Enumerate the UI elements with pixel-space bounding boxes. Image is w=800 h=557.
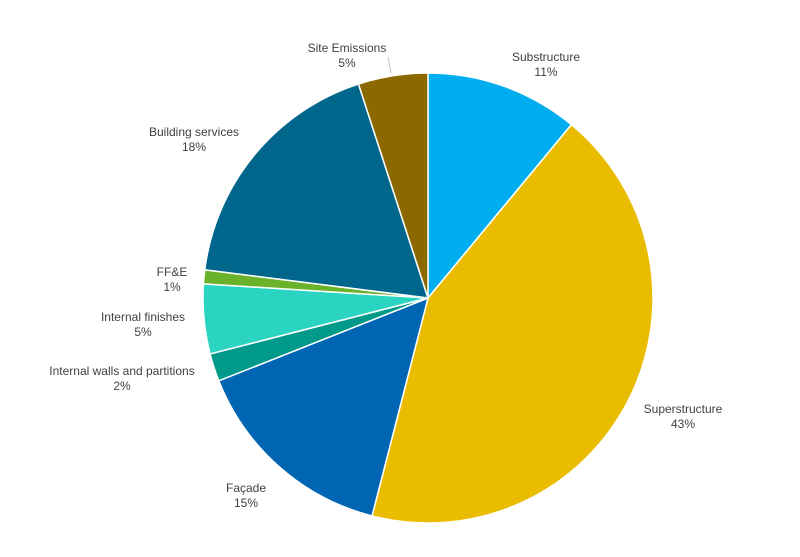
data-label-value-internal-finishes: 5% bbox=[134, 325, 152, 339]
data-label-name-site-emissions: Site Emissions bbox=[308, 41, 387, 55]
data-label-value-building-services: 18% bbox=[182, 140, 206, 154]
data-label-name-building-services: Building services bbox=[149, 125, 239, 139]
data-label-value-site-emissions: 5% bbox=[338, 56, 356, 70]
data-label-name-ff-e: FF&E bbox=[157, 265, 188, 279]
pie-slice-site-emissions bbox=[357, 72, 429, 299]
data-label-name-internal-finishes: Internal finishes bbox=[101, 310, 185, 324]
data-label-name-internal-walls-and-partitions: Internal walls and partitions bbox=[49, 364, 194, 378]
data-label-value-ff-e: 1% bbox=[163, 280, 181, 294]
pie-slice-fa-ade bbox=[217, 296, 430, 517]
data-label-name-substructure: Substructure bbox=[512, 50, 580, 64]
data-label-value-substructure: 11% bbox=[534, 65, 557, 79]
data-label-value-superstructure: 43% bbox=[671, 417, 695, 431]
pie-slice-building-services bbox=[203, 83, 430, 299]
data-label-value-internal-walls-and-partitions: 2% bbox=[113, 379, 131, 393]
pie-slice-superstructure bbox=[371, 123, 654, 524]
leader-line-site-emissions bbox=[387, 56, 392, 74]
data-label-name-superstructure: Superstructure bbox=[644, 402, 723, 416]
data-label-name-fa-ade: Façade bbox=[226, 481, 266, 495]
data-label-value-fa-ade: 15% bbox=[234, 496, 258, 510]
pie-slice-substructure bbox=[427, 72, 573, 301]
